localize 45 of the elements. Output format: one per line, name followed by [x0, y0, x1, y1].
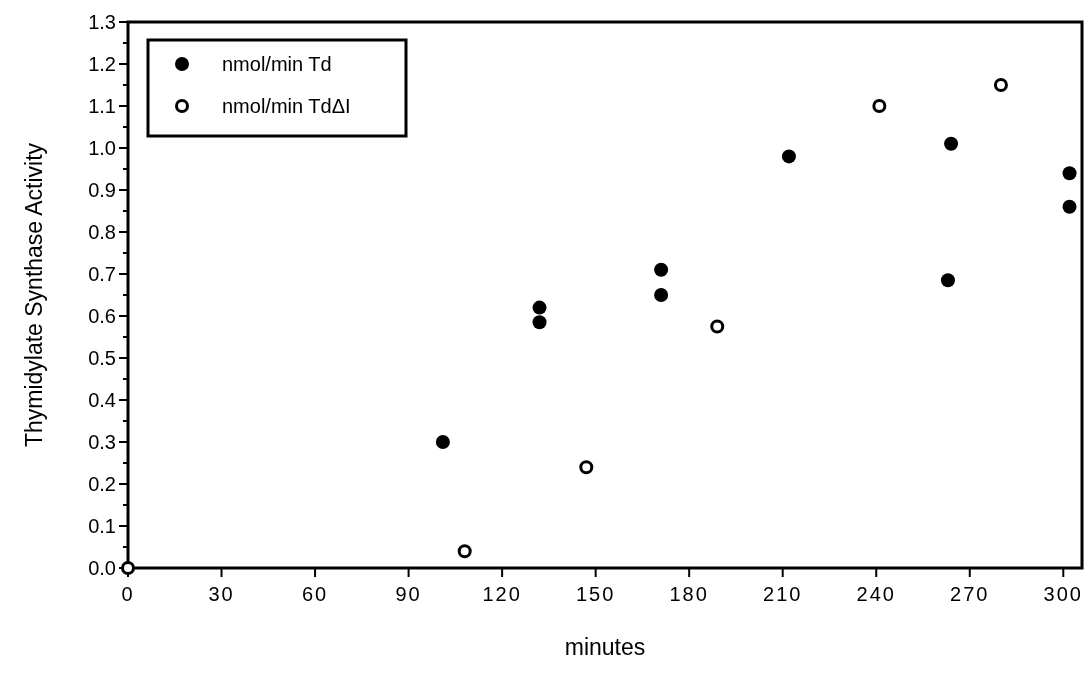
y-tick-label: 0.2: [88, 473, 116, 495]
y-tick-label: 0.0: [88, 557, 116, 579]
x-axis-title: minutes: [564, 634, 646, 660]
point: [1062, 199, 1077, 214]
point: [710, 319, 725, 334]
y-axis-title: Thymidylate Synthase Activity: [21, 142, 47, 448]
y-tick-label: 0.4: [88, 389, 116, 411]
x-tick-label: 210: [763, 583, 803, 605]
point: [457, 544, 472, 559]
legend-label: nmol/min TdΔI: [222, 95, 351, 117]
x-tick-label: 180: [669, 583, 709, 605]
point: [654, 288, 669, 302]
y-tick-label: 1.1: [88, 95, 116, 117]
point: [944, 136, 959, 151]
x-tick-label: 60: [301, 583, 329, 605]
x-tick-label: 240: [856, 583, 896, 605]
point: [532, 300, 547, 315]
point: [872, 99, 887, 113]
point: [993, 78, 1008, 92]
y-tick-label: 1.3: [88, 11, 116, 33]
point: [435, 435, 450, 449]
y-tick-label: 0.1: [88, 515, 116, 537]
y-tick-label: 1.2: [88, 53, 116, 75]
point: [654, 262, 669, 277]
y-tick-label: 0.5: [88, 347, 116, 369]
y-tick-label: 0.9: [88, 179, 116, 201]
x-tick-label: 90: [395, 583, 422, 605]
y-tick-label: 0.8: [88, 221, 116, 243]
point: [579, 460, 594, 475]
point: [121, 561, 135, 575]
point: [1062, 166, 1077, 181]
legend-label: nmol/min Td: [222, 53, 332, 75]
y-tick-label: 0.6: [88, 305, 116, 327]
x-tick-label: 0: [121, 583, 135, 605]
x-tick-label: 300: [1043, 583, 1083, 605]
point: [940, 273, 955, 288]
x-tick-label: 120: [482, 583, 522, 605]
y-tick-label: 0.3: [88, 431, 116, 453]
x-tick-label: 270: [950, 583, 990, 605]
y-tick-label: 1.0: [88, 137, 116, 159]
x-tick-label: 150: [575, 583, 616, 605]
x-tick-label: 30: [208, 583, 235, 605]
y-tick-label: 0.7: [88, 263, 116, 285]
point: [781, 149, 796, 164]
point: [532, 315, 547, 330]
